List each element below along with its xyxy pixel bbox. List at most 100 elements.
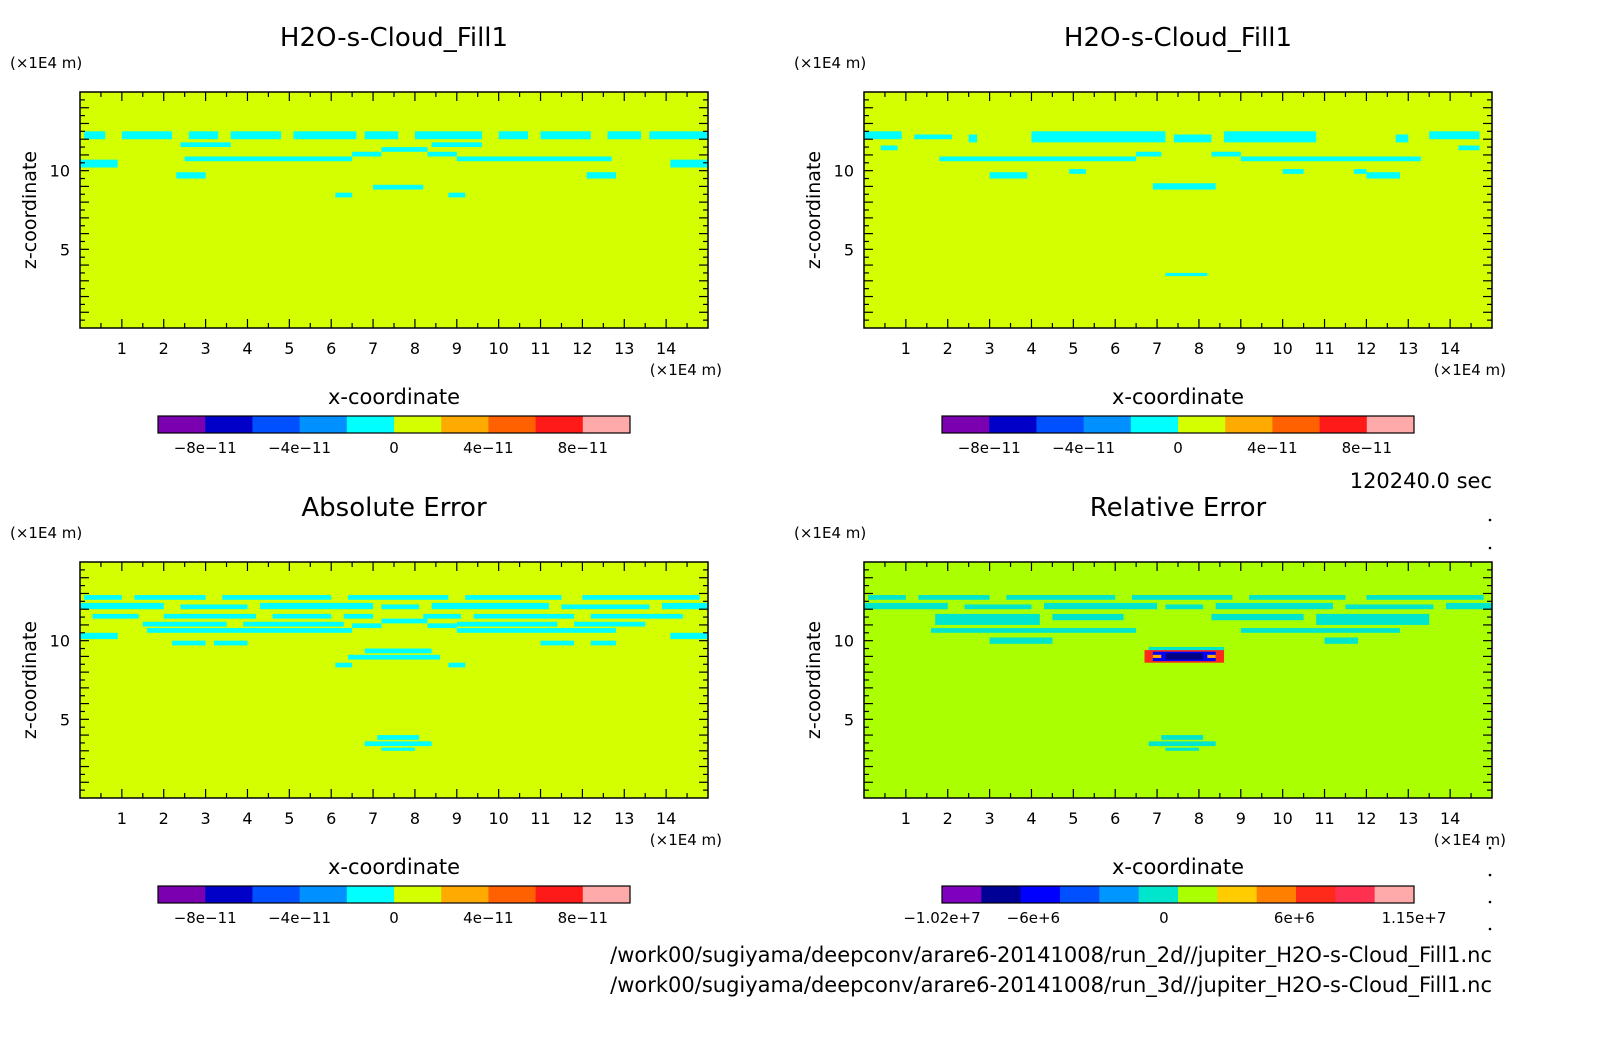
field-cell	[146, 628, 353, 633]
field-cell	[1240, 628, 1400, 633]
field-cell	[540, 640, 575, 646]
x-tick-label: 13	[614, 339, 634, 358]
x-unit-label: (×1E4 m)	[650, 831, 722, 849]
field-cell	[448, 192, 466, 198]
field-cell	[222, 595, 332, 600]
colorbar-swatch	[441, 886, 489, 903]
colorbar-swatch	[535, 416, 584, 433]
y-unit-label: (×1E4 m)	[794, 524, 866, 542]
field-cell	[1165, 604, 1204, 610]
colorbar-label: −4e−11	[268, 909, 331, 927]
x-tick-label: 8	[1194, 339, 1204, 358]
colorbar-swatch	[252, 416, 300, 433]
field-cell	[661, 602, 708, 610]
x-tick-label: 1	[117, 809, 127, 828]
margin-dot	[1488, 900, 1492, 904]
x-tick-label: 14	[1440, 809, 1460, 828]
z-axis-label: z-coordinate	[803, 151, 825, 269]
field-cell	[1211, 613, 1304, 621]
colorbar-swatch	[942, 416, 990, 433]
field-cell	[864, 131, 902, 140]
x-tick-label: 14	[1440, 339, 1460, 358]
colorbar-swatch	[1130, 416, 1179, 433]
margin-dot	[1488, 927, 1492, 931]
field-cell	[230, 131, 281, 140]
field-cell	[180, 604, 248, 610]
z-axis-label: z-coordinate	[803, 621, 825, 739]
field-cell	[427, 623, 457, 629]
panel-title: Absolute Error	[301, 493, 487, 523]
field-cell	[918, 595, 990, 600]
field-cell	[670, 159, 708, 168]
field-cell	[1069, 169, 1086, 174]
field-cell	[540, 131, 591, 140]
field-cell	[213, 640, 248, 646]
colorbar-swatch	[346, 886, 395, 903]
colorbar-swatch	[1272, 416, 1320, 433]
x-axis-label: x-coordinate	[328, 385, 460, 409]
field-cell	[473, 613, 575, 619]
colorbar-label: 4e−11	[463, 439, 513, 457]
colorbar-swatch	[299, 886, 348, 903]
field-cell	[381, 604, 420, 610]
x-tick-label: 1	[901, 339, 911, 358]
colorbar-swatch	[981, 886, 1022, 903]
y-unit-label: (×1E4 m)	[794, 54, 866, 72]
field-cell	[1429, 131, 1480, 140]
field-cell	[188, 131, 219, 140]
colorbar-label: 1.15e+7	[1382, 909, 1447, 927]
field-cell	[243, 621, 344, 627]
x-tick-label: 10	[1272, 809, 1292, 828]
margin-dot	[1488, 518, 1492, 522]
x-tick-label: 12	[1356, 809, 1376, 828]
colorbar-label: −8e−11	[958, 439, 1021, 457]
colorbar-swatch	[1217, 886, 1258, 903]
field-cell	[465, 595, 562, 600]
field-cell	[373, 184, 424, 190]
colorbar-frame	[157, 415, 631, 434]
x-tick-label: 7	[1152, 809, 1162, 828]
x-tick-label: 12	[1356, 339, 1376, 358]
field-cell	[80, 159, 118, 168]
colorbar-frame	[941, 415, 1415, 434]
field-cell	[1044, 602, 1158, 610]
field-cell	[1224, 131, 1317, 143]
field-cell	[590, 613, 683, 619]
field-cell	[582, 595, 700, 600]
field-cell	[172, 640, 206, 646]
colorbar-swatch	[1060, 886, 1100, 903]
x-tick-label: 8	[1194, 809, 1204, 828]
x-tick-label: 13	[614, 809, 634, 828]
colorbar-swatch	[1178, 886, 1218, 903]
field-cell	[352, 151, 382, 157]
field-cell	[586, 172, 616, 179]
x-tick-label: 1	[117, 339, 127, 358]
field-cell	[335, 662, 353, 668]
time-label: 120240.0 sec	[1350, 469, 1492, 493]
field-cell	[1031, 131, 1166, 143]
field-cell	[1282, 169, 1304, 174]
z-tick-label: 5	[844, 240, 854, 259]
field-cell	[1207, 654, 1216, 658]
field-cell	[1366, 595, 1484, 600]
colorbar-label: 4e−11	[1247, 439, 1297, 457]
colorbar-swatch	[252, 886, 300, 903]
colorbar-swatch	[1036, 416, 1084, 433]
colorbar-swatch	[989, 416, 1037, 433]
z-tick-label: 10	[50, 162, 70, 181]
x-tick-label: 3	[201, 339, 211, 358]
colorbar-swatch	[1178, 416, 1226, 433]
plot-area	[864, 92, 1492, 328]
x-unit-label: (×1E4 m)	[650, 361, 722, 379]
x-tick-label: 7	[368, 809, 378, 828]
x-axis-label: x-coordinate	[1112, 855, 1244, 879]
field-cell	[1165, 653, 1204, 660]
field-cell	[880, 145, 898, 151]
y-unit-label: (×1E4 m)	[10, 524, 82, 542]
x-tick-label: 9	[1236, 809, 1246, 828]
field-cell	[352, 623, 382, 629]
field-cell	[1052, 613, 1124, 621]
z-tick-label: 10	[834, 162, 854, 181]
x-tick-label: 6	[1110, 339, 1120, 358]
